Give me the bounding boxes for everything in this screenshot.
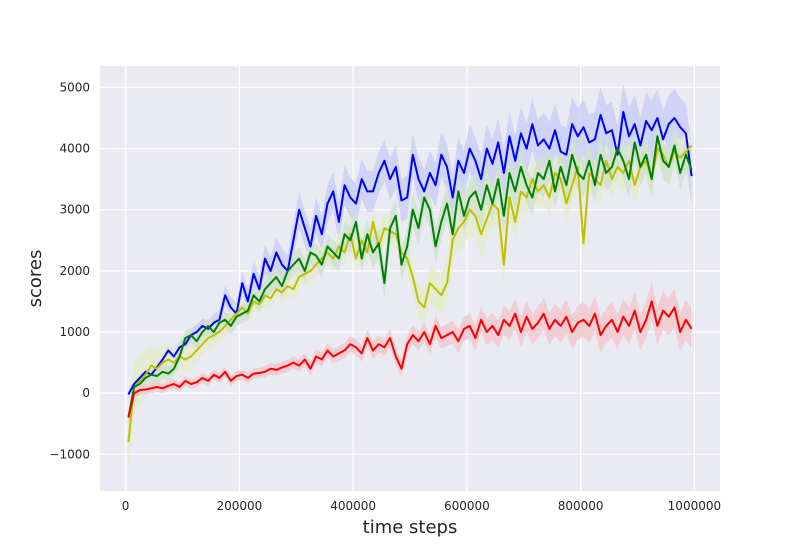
- x-axis-title: time steps: [363, 517, 458, 538]
- series-line-2: [127, 135, 693, 418]
- series-line-3: [127, 300, 693, 418]
- y-tick-label: 0: [82, 386, 90, 400]
- x-tick-label: 0: [122, 499, 130, 513]
- x-tick-label: 800000: [558, 499, 604, 513]
- y-tick-labels: −1000 0 1000 2000 3000 4000 5000: [49, 80, 90, 461]
- x-tick-label: 1000000: [668, 499, 721, 513]
- y-axis-title: scores: [25, 250, 46, 308]
- y-tick-label: 1000: [59, 325, 90, 339]
- x-tick-label: 400000: [330, 499, 376, 513]
- x-tick-label: 200000: [216, 499, 262, 513]
- y-tick-label: 3000: [59, 203, 90, 217]
- y-tick-label: −1000: [49, 447, 90, 461]
- series-lines: [127, 110, 693, 443]
- x-tick-labels: 0 200000 400000 600000 800000 1000000: [122, 499, 721, 513]
- series-line-1: [127, 144, 693, 443]
- x-tick-label: 600000: [444, 499, 490, 513]
- variance-band-3: [128, 282, 692, 423]
- y-tick-label: 4000: [59, 142, 90, 156]
- y-tick-label: 5000: [59, 80, 90, 94]
- y-tick-label: 2000: [59, 264, 90, 278]
- series-line-0: [127, 110, 693, 395]
